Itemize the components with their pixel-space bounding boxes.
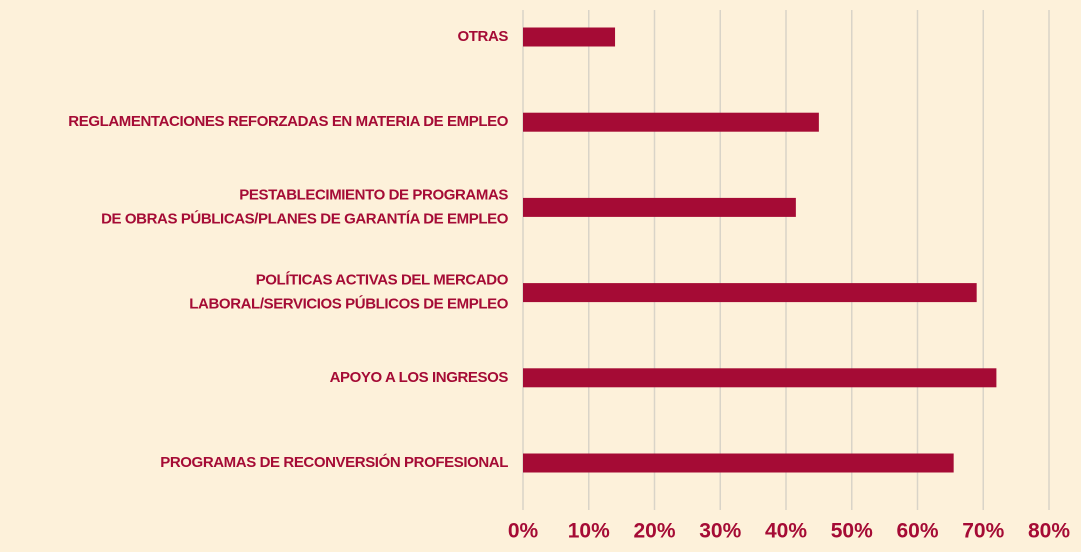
category-label: APOYO A LOS INGRESOS — [330, 369, 509, 386]
category-label: OTRAS — [457, 28, 508, 45]
x-tick-label: 80% — [1028, 520, 1070, 543]
x-tick-label: 60% — [896, 520, 938, 543]
bar — [523, 27, 616, 47]
x-tick-label: 20% — [633, 520, 675, 543]
x-tick-label: 0% — [508, 520, 539, 543]
category-label: PROGRAMAS DE RECONVERSIÓN PROFESIONAL — [160, 453, 508, 471]
bar — [523, 368, 997, 388]
category-label: POLÍTICAS ACTIVAS DEL MERCADO LABORAL/SER… — [189, 272, 508, 313]
bar — [523, 197, 796, 217]
x-tick-label: 10% — [568, 520, 610, 543]
x-tick-label: 30% — [699, 520, 741, 543]
x-tick-label: 50% — [831, 520, 873, 543]
category-label: REGLAMENTACIONES REFORZADAS EN MATERIA D… — [68, 113, 508, 130]
x-tick-label: 40% — [765, 520, 807, 543]
bar — [523, 453, 954, 473]
x-tick-label: 70% — [962, 520, 1004, 543]
bar — [523, 112, 819, 132]
category-label: PESTABLECIMIENTO DE PROGRAMAS DE OBRAS PÚ… — [101, 186, 509, 227]
bar — [523, 283, 977, 303]
